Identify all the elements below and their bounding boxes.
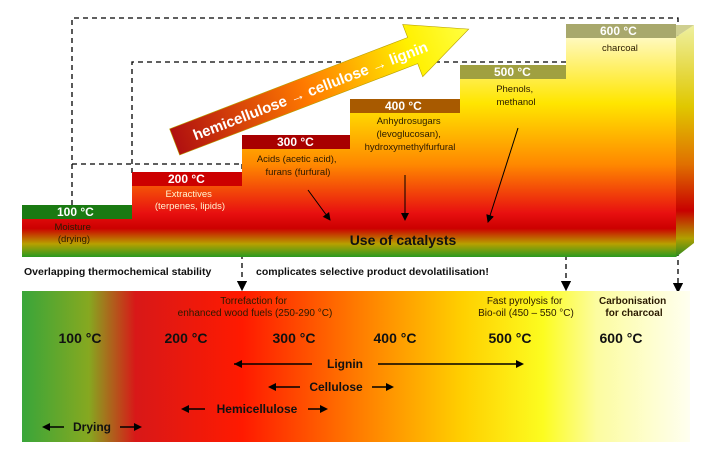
scale-temp-200: 200 °C [165,330,208,346]
scale-temp-300: 300 °C [273,330,316,346]
range-drying: Drying [42,420,142,434]
step-temp-400: 400 °C [385,99,422,113]
step-temp-300: 300 °C [277,135,314,149]
step-temp-200: 200 °C [168,172,205,186]
process-carbonisation: Carbonisation for charcoal [599,296,669,319]
scale-temp-600: 600 °C [600,330,643,346]
step-header-100 [22,205,132,219]
step-header-600 [566,24,676,38]
process-fast-pyrolysis: Fast pyrolysis for Bio-oil (450 – 550 °C… [478,296,574,319]
step-header-300 [242,135,350,149]
step-desc-200: Extractives (terpenes, lipids) [155,189,225,212]
range-lignin-label: Lignin [327,357,363,371]
step-desc-100: Moisture (drying) [54,222,93,245]
pointer-phenols [486,127,519,223]
range-hemicellulose-label: Hemicellulose [217,402,298,416]
pointer-acids [307,189,331,221]
step-desc-500: Phenols, methanol [496,84,536,108]
temperature-scale-band [22,291,690,442]
scale-temp-400: 400 °C [374,330,417,346]
step-header-200 [132,172,242,186]
step-temp-600: 600 °C [600,24,637,38]
range-hemicellulose: Hemicellulose [181,402,328,416]
process-torrefaction: Torrefaction for enhanced wood fuels (25… [178,296,333,319]
step-header-400 [350,99,460,113]
step-desc-600: charcoal [602,43,638,54]
range-drying-label: Drying [73,420,111,434]
step-header-500 [460,65,566,79]
step-desc-300: Acids (acetic acid), furans (furfural) [257,154,339,178]
statement-left: Overlapping thermochemical stability [24,266,211,278]
catalysts-label: Use of catalysts [350,232,457,248]
range-lignin: Lignin [234,357,524,371]
step-temp-500: 500 °C [494,65,531,79]
statement-right: complicates selective product devolatili… [256,266,489,278]
scale-temp-100: 100 °C [59,330,102,346]
staircase [22,37,676,257]
step-temp-100: 100 °C [57,205,94,219]
step-desc-400: Anhydrosugars (levoglucosan), hydroxymet… [365,116,456,153]
stair-side-face [676,25,694,257]
scale-temp-500: 500 °C [489,330,532,346]
range-cellulose-label: Cellulose [309,380,363,394]
range-cellulose: Cellulose [268,380,394,394]
